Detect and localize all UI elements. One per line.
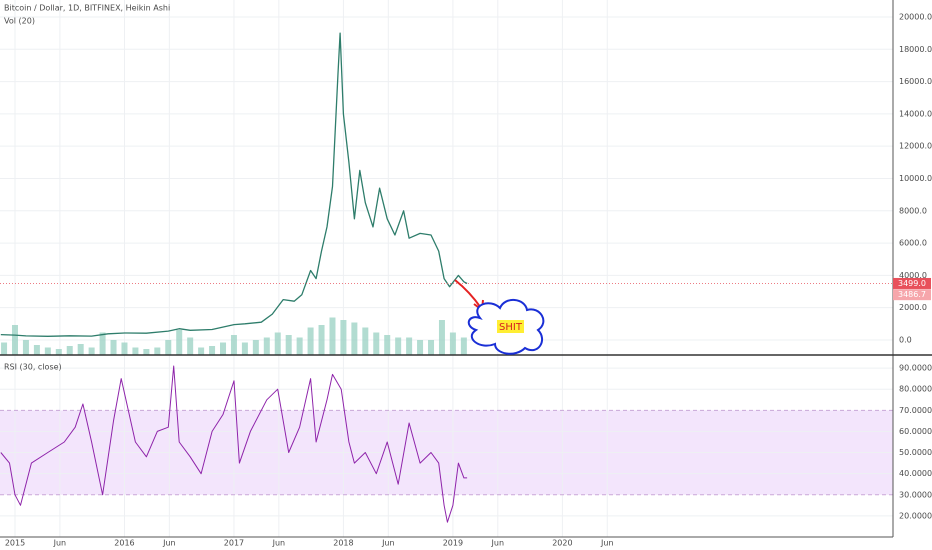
volume-bar	[22, 340, 29, 355]
volume-bar	[121, 342, 128, 355]
rsi-tick-label: 30.0000	[899, 490, 932, 499]
annotation-text: SHIT	[499, 322, 523, 333]
volume-bar	[263, 337, 270, 355]
volume-bar	[351, 322, 358, 355]
volume-bar	[296, 337, 303, 355]
volume-bar	[1, 342, 8, 355]
x-tick-label: 2015	[5, 539, 25, 548]
y-tick-label: 10000.0	[899, 174, 932, 183]
rsi-title: RSI (30, close)	[4, 363, 62, 372]
y-tick-label: 14000.0	[899, 109, 932, 118]
x-tick-label: Jun	[600, 539, 614, 548]
volume-bar	[460, 337, 467, 355]
volume-bar	[55, 349, 62, 355]
x-tick-label: 2020	[552, 539, 572, 548]
rsi-tick-label: 70.0000	[899, 406, 932, 415]
x-tick-label: Jun	[53, 539, 67, 548]
x-tick-label: Jun	[381, 539, 395, 548]
rsi-tick-label: 90.0000	[899, 364, 932, 373]
volume-bar	[110, 340, 117, 355]
volume-bar	[373, 332, 380, 355]
price-label-box	[893, 277, 931, 289]
volume-bar	[66, 346, 73, 355]
series-line	[0, 365, 468, 523]
volume-bar	[77, 344, 84, 355]
x-tick-label: Jun	[162, 539, 176, 548]
rsi-tick-label: 80.0000	[899, 385, 932, 394]
x-tick-label: 2019	[443, 539, 463, 548]
y-tick-label: 16000.0	[899, 77, 932, 86]
volume-legend: Vol (20)	[4, 17, 35, 26]
volume-bar	[395, 337, 402, 355]
rsi-tick-label: 60.0000	[899, 427, 932, 436]
volume-bar	[428, 340, 435, 355]
rsi-tick-label: 50.0000	[899, 448, 932, 457]
volume-bar	[44, 347, 51, 355]
volume-bar	[362, 327, 369, 355]
grid	[0, 0, 893, 537]
volume-bar	[438, 320, 445, 355]
y-tick-label: 18000.0	[899, 45, 932, 54]
volume-bar	[340, 320, 347, 355]
chart-title: Bitcoin / Dollar, 1D, BITFINEX, Heikin A…	[4, 4, 170, 13]
y-tick-label: 2000.0	[899, 303, 927, 312]
volume-bar	[274, 332, 281, 355]
volume-bar	[154, 347, 161, 355]
volume-bar	[329, 317, 336, 355]
volume-bar	[417, 340, 424, 355]
plot	[0, 32, 893, 523]
volume-bar	[143, 349, 150, 355]
volume-bar	[318, 325, 325, 355]
volume-bar	[176, 330, 183, 355]
x-tick-label: 2017	[224, 539, 244, 548]
x-tick-label: 2018	[333, 539, 353, 548]
y-tick-label: 8000.0	[899, 206, 927, 215]
volume-bar	[33, 345, 40, 355]
rsi-tick-label: 40.0000	[899, 469, 932, 478]
annotation-highlight	[497, 320, 524, 333]
volume-bar	[449, 332, 456, 355]
volume-bar	[285, 335, 292, 355]
y-tick-label: 4000.0	[899, 271, 927, 280]
x-tick-label: Jun	[272, 539, 286, 548]
x-tick-label: Jun	[491, 539, 505, 548]
volume-bar	[132, 347, 139, 355]
rsi-tick-label: 20.0000	[899, 511, 932, 520]
volume-bar	[241, 342, 248, 355]
price-label: 3499.0	[898, 279, 926, 288]
y-tick-label: 12000.0	[899, 142, 932, 151]
volume-bar	[230, 335, 237, 355]
y-tick-label: 0.0	[899, 335, 912, 344]
volume-bar	[307, 327, 314, 355]
volume-bar	[384, 335, 391, 355]
volume-bar	[406, 337, 413, 355]
volume-bar	[198, 347, 205, 355]
x-tick-label: 2016	[114, 539, 134, 548]
volume-bar	[187, 337, 194, 355]
y-tick-label: 20000.0	[899, 12, 932, 21]
volume-bar	[220, 342, 227, 355]
volume-bar	[252, 340, 259, 355]
volume-bar	[99, 332, 106, 355]
price-label: 3486.7	[898, 290, 926, 299]
volume-bar	[209, 346, 216, 355]
price-label-box	[893, 289, 931, 301]
volume-bar	[88, 347, 95, 355]
y-tick-label: 6000.0	[899, 239, 927, 248]
volume-bar	[165, 340, 172, 355]
volume-bar	[11, 325, 18, 355]
series-line	[0, 32, 468, 337]
